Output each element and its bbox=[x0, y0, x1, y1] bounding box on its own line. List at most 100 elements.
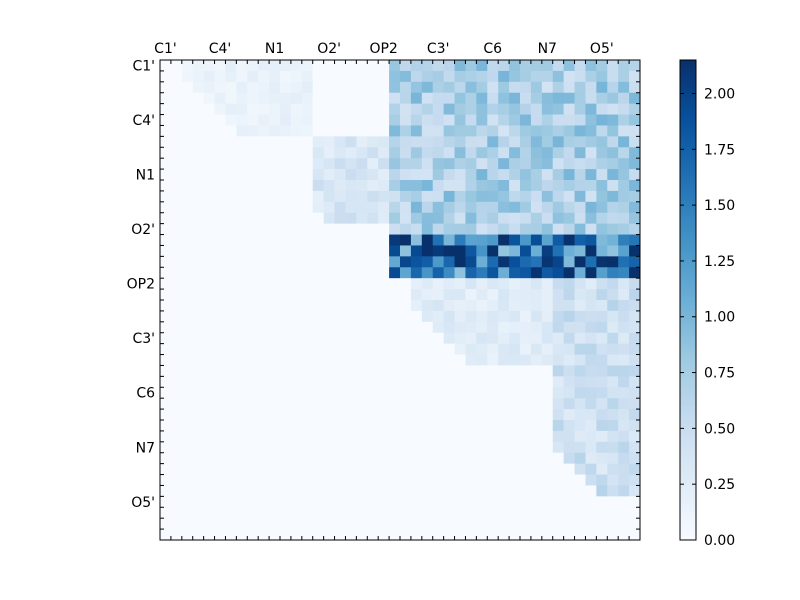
heatmap-cell bbox=[345, 343, 357, 355]
heatmap-cell bbox=[476, 169, 488, 181]
heatmap-cell bbox=[280, 332, 292, 345]
heatmap-cell bbox=[585, 496, 597, 508]
heatmap-cell bbox=[203, 234, 215, 246]
heatmap-cell bbox=[498, 147, 510, 159]
heatmap-cell bbox=[356, 60, 368, 72]
heatmap-cell bbox=[301, 245, 314, 257]
heatmap-cell bbox=[400, 147, 412, 159]
heatmap-cell bbox=[192, 485, 205, 497]
heatmap-cell bbox=[487, 474, 499, 486]
heatmap-cell bbox=[214, 300, 226, 312]
heatmap-cell bbox=[432, 103, 445, 115]
heatmap-cell bbox=[334, 103, 346, 115]
heatmap-cell bbox=[530, 103, 543, 115]
heatmap-cell bbox=[280, 452, 292, 465]
heatmap-cell bbox=[629, 332, 641, 345]
heatmap-cell bbox=[487, 190, 499, 203]
heatmap-cell bbox=[400, 365, 412, 377]
heatmap-cell bbox=[378, 463, 390, 475]
heatmap-cell bbox=[214, 125, 226, 137]
heatmap-cell bbox=[356, 485, 368, 497]
heatmap-cell bbox=[181, 256, 194, 268]
heatmap-cell bbox=[203, 474, 215, 486]
heatmap-cell bbox=[389, 212, 401, 225]
heatmap-cell bbox=[530, 321, 543, 334]
heatmap-cell bbox=[432, 70, 445, 83]
heatmap-cell bbox=[563, 245, 575, 257]
heatmap-cell bbox=[160, 376, 172, 388]
heatmap-cell bbox=[400, 212, 412, 225]
heatmap-cell bbox=[334, 147, 346, 159]
heatmap-cell bbox=[421, 485, 434, 497]
heatmap-cell bbox=[629, 278, 641, 290]
heatmap-cell bbox=[389, 300, 401, 312]
heatmap-cell bbox=[596, 256, 608, 268]
heatmap-cell bbox=[258, 125, 270, 137]
heatmap-cell bbox=[563, 201, 575, 214]
heatmap-cell bbox=[530, 245, 543, 257]
colorbar-tick-label: 1.00 bbox=[704, 310, 735, 326]
heatmap-cell bbox=[181, 60, 194, 72]
heatmap-cell bbox=[236, 452, 248, 465]
heatmap-cell bbox=[170, 496, 183, 508]
heatmap-cell bbox=[596, 387, 608, 399]
heatmap-cell bbox=[563, 60, 575, 72]
heatmap-cell bbox=[465, 420, 477, 432]
heatmap-cell bbox=[585, 474, 597, 486]
heatmap-cell bbox=[596, 114, 608, 126]
heatmap-cell bbox=[345, 125, 357, 137]
heatmap-cell bbox=[596, 376, 608, 388]
heatmap-cell bbox=[552, 387, 565, 399]
heatmap-cell bbox=[225, 180, 237, 192]
heatmap-cell bbox=[541, 496, 554, 508]
heatmap-cell bbox=[389, 92, 401, 105]
heatmap-cell bbox=[498, 354, 510, 366]
heatmap-cell bbox=[618, 278, 630, 290]
colorbar-tick-label: 1.50 bbox=[704, 198, 735, 214]
heatmap-cell bbox=[509, 81, 521, 94]
heatmap-cell bbox=[596, 278, 608, 290]
heatmap-cell bbox=[258, 430, 270, 443]
heatmap-cell bbox=[269, 289, 281, 301]
heatmap-cell bbox=[596, 158, 608, 170]
heatmap-cell bbox=[574, 256, 586, 268]
heatmap-cell bbox=[574, 518, 586, 530]
heatmap-cell bbox=[585, 136, 597, 148]
heatmap-cell bbox=[290, 463, 303, 475]
heatmap-cell bbox=[247, 114, 259, 126]
heatmap-cell bbox=[225, 212, 237, 225]
heatmap-cell bbox=[432, 278, 445, 290]
heatmap-cell bbox=[596, 169, 608, 181]
heatmap-cell bbox=[432, 485, 445, 497]
heatmap-cell bbox=[170, 223, 183, 235]
heatmap-cell bbox=[160, 452, 172, 465]
heatmap-cell bbox=[290, 321, 303, 334]
heatmap-cell bbox=[225, 420, 237, 432]
heatmap-cell bbox=[345, 387, 357, 399]
heatmap-cell bbox=[618, 387, 630, 399]
heatmap-cell bbox=[214, 267, 226, 279]
heatmap-cell bbox=[563, 212, 575, 225]
heatmap-cell bbox=[498, 441, 510, 454]
heatmap-cell bbox=[465, 518, 477, 530]
heatmap-cell bbox=[214, 354, 226, 366]
heatmap-cell bbox=[629, 354, 641, 366]
heatmap-cell bbox=[258, 180, 270, 192]
heatmap-cell bbox=[192, 387, 205, 399]
heatmap-cell bbox=[323, 81, 335, 94]
heatmap-cell bbox=[367, 169, 379, 181]
heatmap-cell bbox=[170, 321, 183, 334]
heatmap-cell bbox=[269, 136, 281, 148]
heatmap-cell bbox=[214, 387, 226, 399]
heatmap-cell bbox=[301, 278, 314, 290]
colorbar-tick-label: 0.75 bbox=[704, 366, 735, 382]
heatmap-cell bbox=[280, 441, 292, 454]
heatmap-cell bbox=[454, 420, 466, 432]
heatmap-cell bbox=[520, 267, 532, 279]
heatmap-cell bbox=[170, 343, 183, 355]
heatmap-cell bbox=[498, 452, 510, 465]
heatmap-cell bbox=[400, 300, 412, 312]
heatmap-cell bbox=[247, 387, 259, 399]
heatmap-cell bbox=[541, 212, 554, 225]
heatmap-cell bbox=[345, 485, 357, 497]
